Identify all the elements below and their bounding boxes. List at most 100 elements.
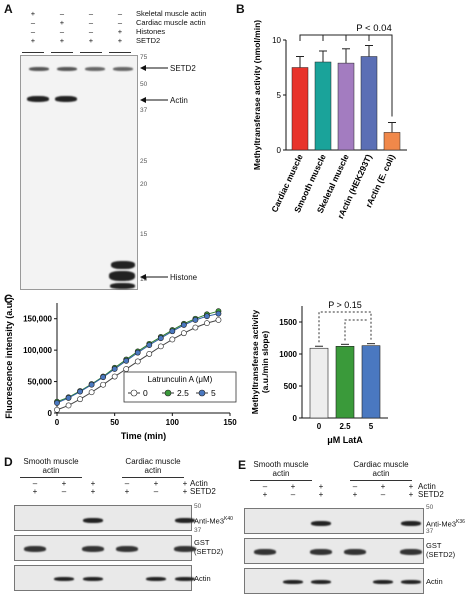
panel-e-label: E — [238, 458, 247, 472]
panel-a-label: A — [4, 2, 13, 16]
y-tick-label: 0 — [277, 146, 282, 155]
actin-band — [311, 580, 331, 584]
actin-sign: + — [318, 482, 324, 491]
anti-me3-blot — [14, 505, 195, 531]
condition-sign: – — [117, 9, 123, 18]
actin-band — [146, 577, 166, 581]
mw-marker: 15 — [140, 231, 148, 238]
group-underline — [350, 480, 412, 481]
legend-marker — [164, 389, 172, 397]
data-point — [215, 310, 222, 317]
methylation-band — [311, 521, 331, 526]
legend-entry: 2.5 — [177, 388, 189, 398]
panel-a-arrows — [140, 65, 168, 280]
anti-me3-text: Anti-Me3 — [194, 516, 225, 526]
anti-me3-blot — [244, 508, 424, 534]
bar — [314, 61, 332, 151]
bar — [361, 345, 381, 419]
significance-bracket-inner — [344, 319, 368, 341]
panel-b-bar-chart: 0 5 10 Methyltransferase activity (nmol/min… — [252, 20, 407, 220]
category-label: 5 — [369, 422, 374, 431]
lane-line — [51, 52, 73, 53]
panel-a-markers: 75 50 37 25 20 15 10 — [140, 54, 160, 290]
x-tick-label: 0 — [55, 418, 60, 427]
anti-me3-label: Anti-Me3K36 — [426, 518, 465, 529]
condition-sign: + — [59, 18, 65, 27]
condition-label: Cardiac muscle actin — [136, 18, 206, 27]
data-point — [77, 388, 83, 395]
actin-band — [373, 580, 393, 584]
group-label: Cardiac muscle actin — [125, 457, 181, 475]
condition-sign: – — [117, 18, 123, 27]
actin-annotation: Actin — [170, 96, 188, 105]
condition-sign: – — [59, 27, 65, 36]
condition-sign: – — [88, 9, 94, 18]
actin-sign: + — [61, 479, 67, 488]
anti-me3-text: Anti-Me3 — [426, 519, 457, 529]
bar — [335, 346, 355, 419]
condition-sign: + — [59, 36, 65, 45]
data-point — [88, 381, 95, 388]
data-point — [111, 366, 118, 372]
condition-label: SETD2 — [136, 36, 161, 45]
mw-marker: 37 — [426, 528, 434, 535]
legend-title: Latrunculin A (μM) — [148, 375, 213, 384]
category-label: 0 — [317, 422, 322, 431]
legend-entry: 0 — [143, 388, 148, 398]
lane-line — [80, 52, 102, 53]
gst-band — [174, 546, 196, 552]
legend-entry: 5 — [211, 388, 216, 398]
actin-band — [401, 580, 421, 584]
mw-marker: 50 — [140, 81, 148, 88]
anti-me3-label: Anti-Me3K40 — [194, 515, 233, 526]
y-tick-label: 0 — [48, 409, 53, 418]
setd2-sign: + — [32, 487, 38, 496]
condition-sign: + — [117, 36, 123, 45]
legend-marker — [198, 389, 206, 397]
setd2-sign: + — [182, 487, 188, 496]
panel-c-bar-chart: 0 500 1000 1500 Methyltransferase activity (a… — [250, 300, 388, 445]
data-point — [65, 402, 72, 409]
data-point — [100, 381, 107, 388]
data-point — [180, 330, 187, 337]
mw-marker: 50 — [194, 503, 202, 510]
data-point — [65, 395, 72, 401]
data-point — [192, 317, 199, 323]
residue-superscript: K40 — [224, 516, 233, 522]
mw-marker: 37 — [194, 527, 202, 534]
x-axis-label: μM LatA — [327, 435, 363, 445]
condition-sign: + — [88, 36, 94, 45]
y-tick-label: 150,000 — [23, 315, 52, 324]
lane-line — [109, 52, 131, 53]
y-tick-label: 10 — [272, 36, 281, 45]
condition-sign: + — [117, 27, 123, 36]
x-tick-label: 50 — [110, 418, 119, 427]
data-point — [100, 374, 107, 381]
bar — [291, 67, 309, 151]
data-point — [134, 358, 141, 365]
data-point — [123, 357, 130, 364]
group-label: Smooth muscle actin — [23, 457, 79, 475]
group-label: Cardiac muscle actin — [353, 460, 409, 478]
gst-label: GST — [426, 541, 442, 550]
data-point — [88, 389, 95, 396]
condition-sign: – — [59, 9, 65, 18]
bar — [383, 132, 401, 151]
category-label: 2.5 — [339, 422, 351, 431]
residue-superscript: K36 — [456, 519, 465, 525]
gst-band — [82, 546, 104, 552]
data-point — [54, 400, 60, 406]
gst-setd2-label: (SETD2) — [426, 550, 456, 559]
methylation-band — [401, 521, 421, 526]
actin-sign: + — [182, 479, 188, 488]
panel-b-label: B — [236, 2, 245, 16]
setd2-sign: – — [380, 490, 386, 499]
actin-sign: + — [380, 482, 386, 491]
row-label-setd2: SETD2 — [190, 487, 216, 496]
row-label-actin: Actin — [418, 482, 436, 491]
condition-label: Skeletal muscle actin — [136, 9, 207, 18]
legend-box — [123, 371, 237, 403]
data-point — [180, 322, 187, 328]
actin-sign: – — [352, 482, 358, 491]
